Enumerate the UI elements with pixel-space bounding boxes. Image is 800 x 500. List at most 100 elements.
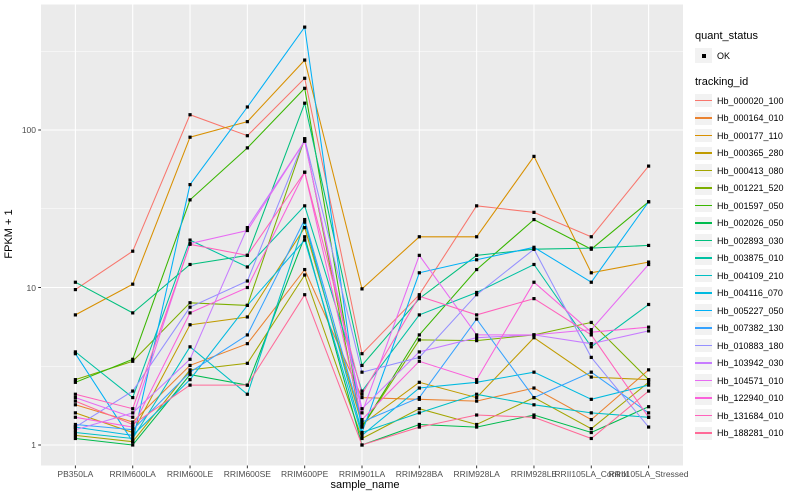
- legend-key-line: [695, 397, 712, 399]
- data-point: [647, 405, 651, 409]
- data-point: [131, 395, 135, 400]
- data-point: [245, 134, 249, 138]
- data-point: [188, 372, 192, 377]
- legend-key-line: [695, 292, 712, 294]
- legend-key-line: [695, 99, 712, 102]
- data-point: [475, 317, 479, 321]
- legend-item-label: Hb_131684_010: [717, 410, 784, 421]
- x-tick-label: RRIM928BA: [395, 469, 443, 479]
- data-point: [303, 76, 307, 80]
- data-point: [417, 386, 421, 390]
- data-point: [417, 397, 421, 401]
- x-tick-label: RRII105LA_Stressed: [608, 469, 689, 479]
- data-point: [131, 282, 135, 286]
- legend-key-line: [695, 222, 712, 224]
- y-tick-label: 10: [26, 282, 36, 293]
- legend-key-line: [695, 432, 712, 434]
- legend-item-label: Hb_000365_280: [717, 148, 784, 158]
- legend-key: [695, 321, 712, 335]
- data-point: [245, 265, 249, 269]
- data-point: [131, 311, 135, 315]
- data-point: [188, 363, 192, 368]
- data-point: [417, 380, 421, 384]
- legend-key-line: [695, 379, 712, 382]
- data-point: [647, 378, 651, 382]
- x-tick-label: RRII105LA_Control: [554, 469, 629, 479]
- legend-key-line: [695, 257, 712, 259]
- data-point: [647, 260, 651, 264]
- legend-item: Hb_000413_080: [695, 164, 800, 177]
- data-point: [131, 357, 135, 361]
- data-point: [647, 411, 651, 415]
- data-point: [131, 359, 135, 363]
- data-point: [589, 375, 593, 379]
- data-point: [131, 443, 135, 447]
- legend-key: [695, 304, 712, 317]
- data-point: [73, 411, 77, 415]
- data-point: [303, 217, 307, 222]
- data-point: [417, 253, 421, 257]
- data-point: [73, 436, 77, 441]
- legend-item: Hb_010883_180: [695, 339, 800, 352]
- legend-item-label: Hb_122940_010: [717, 393, 784, 403]
- data-point: [245, 315, 249, 319]
- data-point: [475, 336, 479, 340]
- data-point: [532, 210, 536, 214]
- data-point: [475, 204, 479, 208]
- legend-quant-status-section: quant_status OK: [695, 30, 800, 63]
- legend-item: Hb_007382_130: [695, 321, 800, 335]
- legend-key-line: [695, 414, 712, 417]
- data-point: [475, 422, 479, 427]
- legend-key-line: [695, 309, 712, 312]
- legend-item: Hb_004109_210: [695, 269, 800, 282]
- data-point: [188, 183, 192, 187]
- data-point: [475, 258, 479, 262]
- data-point: [475, 413, 479, 417]
- data-point: [245, 279, 249, 283]
- data-point: [188, 311, 192, 315]
- data-point: [188, 383, 192, 387]
- data-point: [73, 395, 77, 400]
- data-point: [417, 313, 421, 317]
- legend-title-tracking-id: tracking_id: [695, 76, 749, 88]
- data-point: [303, 220, 307, 224]
- data-point: [475, 313, 479, 317]
- legend-item: Hb_005227_050: [695, 304, 800, 317]
- data-point: [589, 328, 593, 332]
- data-point: [647, 425, 651, 429]
- data-point: [303, 235, 307, 239]
- data-point: [532, 386, 536, 390]
- data-point: [188, 323, 192, 327]
- legend-item: Hb_000365_280: [695, 146, 800, 160]
- data-point: [303, 170, 307, 174]
- legend-key: [695, 391, 712, 405]
- data-point: [589, 345, 593, 349]
- data-point: [475, 333, 479, 337]
- legend-item: Hb_004116_070: [695, 286, 800, 300]
- data-point: [532, 370, 536, 374]
- legend-item: Hb_001221_520: [695, 181, 800, 195]
- legend-key-line: [695, 344, 712, 347]
- legend-item-label: Hb_188281_010: [717, 428, 784, 438]
- x-tick-label: RRIM928LA: [453, 469, 500, 479]
- data-point: [188, 135, 192, 139]
- data-point: [532, 395, 536, 400]
- legend-item-label: Hb_000164_010: [717, 113, 784, 123]
- legend-item: Hb_000177_110: [695, 129, 800, 142]
- data-point: [73, 425, 77, 429]
- data-point: [245, 105, 249, 109]
- legend-key-line: [695, 239, 712, 242]
- data-point: [417, 422, 421, 427]
- data-point: [475, 339, 479, 343]
- legend-key-line: [695, 204, 712, 207]
- data-point: [303, 293, 307, 297]
- data-point: [73, 287, 77, 292]
- data-point: [303, 101, 307, 105]
- data-point: [73, 280, 77, 284]
- data-point: [303, 238, 307, 242]
- data-point: [188, 262, 192, 267]
- data-point: [73, 350, 77, 354]
- data-point: [360, 370, 364, 374]
- legend-item: Hb_002026_050: [695, 216, 800, 230]
